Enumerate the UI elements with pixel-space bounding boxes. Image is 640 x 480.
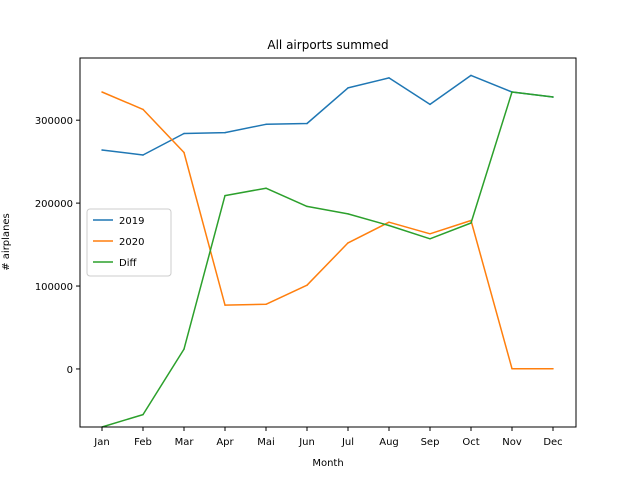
x-tick-label: Jul xyxy=(341,437,354,448)
data-point xyxy=(101,149,103,151)
x-tick-label: Nov xyxy=(502,437,522,448)
data-point xyxy=(183,151,185,154)
data-point xyxy=(224,304,226,306)
data-point xyxy=(306,284,308,286)
data-point xyxy=(265,123,267,126)
x-tick-label: Oct xyxy=(462,437,479,448)
data-point xyxy=(552,367,554,370)
data-point xyxy=(511,367,513,370)
data-point xyxy=(265,303,267,306)
y-axis-label: # airplanes xyxy=(1,213,12,271)
data-point xyxy=(142,413,144,416)
legend-label: 2019 xyxy=(119,216,144,227)
legend-label: 2020 xyxy=(119,237,144,248)
x-tick-label: Mar xyxy=(175,437,195,448)
series-line xyxy=(101,91,553,370)
data-point xyxy=(347,242,349,244)
data-point xyxy=(347,213,349,215)
y-tick-label: 0 xyxy=(67,365,73,376)
data-point xyxy=(306,122,308,125)
series-lines xyxy=(101,74,554,428)
x-tick-label: Apr xyxy=(216,437,234,448)
legend: 2019 2020 Diff xyxy=(86,208,172,277)
plot-frame xyxy=(79,57,577,428)
series-line xyxy=(101,91,554,428)
y-tick-label: 100000 xyxy=(35,282,73,293)
x-tick-label: Jan xyxy=(93,437,109,448)
data-point xyxy=(347,87,349,89)
data-point xyxy=(470,74,472,77)
data-point xyxy=(142,108,144,111)
data-point xyxy=(101,91,103,93)
series-line xyxy=(101,74,554,156)
x-axis-label: Month xyxy=(312,458,343,469)
x-tick-label: Mai xyxy=(257,437,275,448)
legend-box xyxy=(86,208,172,277)
data-point xyxy=(142,154,144,156)
y-axis: 0 100000 200000 300000 xyxy=(35,116,80,376)
data-point xyxy=(265,187,267,189)
data-point xyxy=(429,103,431,106)
data-point xyxy=(183,348,185,350)
y-tick-label: 300000 xyxy=(35,116,73,127)
data-point xyxy=(429,233,431,235)
x-tick-label: Feb xyxy=(134,437,152,448)
x-tick-label: Dec xyxy=(543,437,562,448)
x-tick-label: Aug xyxy=(379,437,399,448)
data-point xyxy=(388,77,390,79)
chart-title: All airports summed xyxy=(267,38,388,52)
data-point xyxy=(552,96,554,98)
x-tick-label: Sep xyxy=(421,437,440,448)
x-axis: Jan Feb Mar Apr Mai Jun Jul Aug Sep Oct Nov Dec xyxy=(93,427,563,448)
data-point xyxy=(429,238,431,240)
data-point xyxy=(511,91,513,93)
data-point xyxy=(388,224,390,227)
data-point xyxy=(388,221,390,223)
y-tick-label: 200000 xyxy=(35,199,73,210)
data-point xyxy=(224,131,226,134)
data-point xyxy=(183,132,185,135)
legend-label: Diff xyxy=(119,258,137,269)
data-point xyxy=(224,194,226,197)
data-point xyxy=(470,222,472,224)
x-tick-label: Jun xyxy=(298,437,315,448)
data-point xyxy=(306,205,308,208)
